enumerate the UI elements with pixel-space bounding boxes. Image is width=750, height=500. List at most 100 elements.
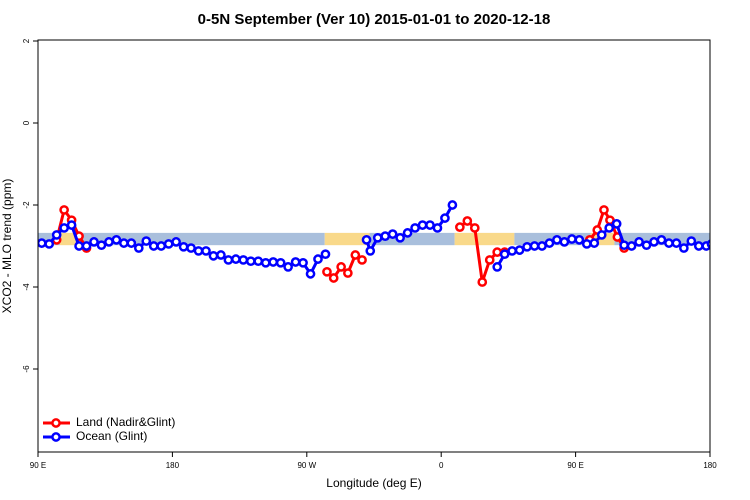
point <box>432 223 443 233</box>
point <box>596 230 607 240</box>
point <box>283 262 293 272</box>
point <box>559 237 570 247</box>
point <box>499 249 510 260</box>
point <box>74 241 84 251</box>
y-tick-label: 2 <box>22 38 31 43</box>
plot-area <box>38 200 710 287</box>
point <box>440 213 450 223</box>
x-axis-label: Longitude (deg E) <box>326 476 421 490</box>
point <box>514 245 525 255</box>
point <box>492 262 503 272</box>
point <box>260 257 271 268</box>
point <box>619 240 629 251</box>
point <box>223 255 234 265</box>
x-tick-label: 180 <box>703 461 717 470</box>
point <box>361 235 372 245</box>
point <box>574 235 585 245</box>
point <box>208 250 219 261</box>
point <box>425 220 435 230</box>
y-axis-label: XCO2 - MLO trend (ppm) <box>0 179 14 314</box>
point <box>275 257 286 268</box>
x-tick-label: 90 E <box>567 461 583 470</box>
point <box>290 257 301 267</box>
point <box>462 216 473 226</box>
point <box>245 256 256 267</box>
point <box>537 241 547 251</box>
point <box>507 246 517 256</box>
x-tick-label: 90 W <box>297 461 316 470</box>
point <box>679 243 689 253</box>
point <box>328 273 339 283</box>
point <box>148 241 159 251</box>
y-tick-label: -2 <box>22 201 31 209</box>
x-tick-label: 0 <box>439 461 444 470</box>
point <box>119 238 129 248</box>
point <box>111 235 122 245</box>
point <box>671 238 682 248</box>
point <box>216 250 226 260</box>
point <box>611 219 622 229</box>
point <box>38 238 47 248</box>
point <box>581 239 592 249</box>
point <box>59 223 69 233</box>
point <box>641 240 652 251</box>
point <box>365 246 376 256</box>
point <box>186 243 196 253</box>
point <box>656 235 667 245</box>
point <box>66 220 77 230</box>
point <box>544 238 555 248</box>
point <box>372 232 383 243</box>
point <box>387 229 398 239</box>
point <box>529 241 540 251</box>
point <box>589 238 600 248</box>
point <box>193 246 204 256</box>
point <box>395 232 405 243</box>
y-tick-label: -6 <box>22 365 31 373</box>
point <box>664 238 674 248</box>
x-tick-label: 90 E <box>30 461 46 470</box>
point <box>599 205 609 215</box>
chart-title: 0-5N September (Ver 10) 2015-01-01 to 20… <box>198 11 551 28</box>
point <box>51 230 62 240</box>
point <box>96 240 107 251</box>
point <box>253 256 264 267</box>
plot-frame <box>37 39 711 453</box>
point <box>322 266 332 277</box>
point <box>447 200 458 210</box>
point <box>484 255 495 265</box>
point <box>59 205 69 215</box>
point <box>522 241 532 252</box>
point <box>133 243 144 253</box>
point <box>201 246 211 256</box>
band-segment <box>454 232 515 246</box>
x-tick-label: 180 <box>166 461 180 470</box>
legend-marker <box>51 432 61 442</box>
y-tick-label: -4 <box>22 283 31 291</box>
point <box>163 239 174 249</box>
point <box>336 262 346 272</box>
point <box>492 247 503 257</box>
point <box>44 239 55 249</box>
point <box>268 257 279 267</box>
point <box>626 241 637 251</box>
legend-label: Ocean (Glint) <box>76 429 147 443</box>
point <box>350 250 361 260</box>
point <box>686 236 697 246</box>
point <box>104 237 114 247</box>
legend-marker <box>51 418 61 428</box>
band-segment <box>324 232 370 246</box>
point <box>126 238 137 248</box>
point <box>417 220 428 230</box>
point <box>231 254 241 264</box>
point <box>469 223 480 233</box>
point <box>313 254 323 264</box>
y-tick-label: 0 <box>22 120 31 125</box>
point <box>604 223 615 233</box>
point <box>706 239 710 249</box>
point <box>320 249 331 260</box>
point <box>380 231 391 242</box>
point <box>693 241 704 251</box>
point <box>141 236 152 246</box>
point <box>477 277 488 287</box>
point <box>298 257 308 268</box>
